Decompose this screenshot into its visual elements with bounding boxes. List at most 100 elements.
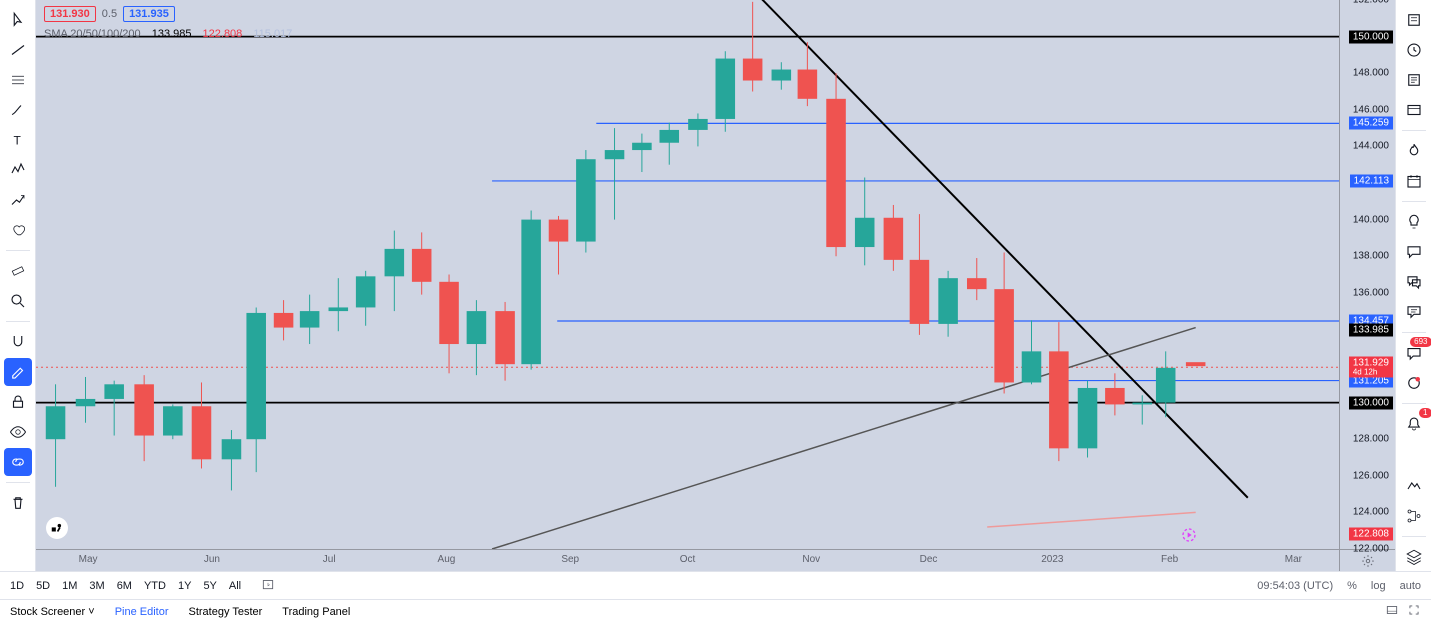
y-axis-label: 128.000 — [1353, 434, 1389, 445]
calendar-icon[interactable] — [1400, 167, 1428, 195]
toolbar-separator — [1402, 201, 1426, 202]
y-axis-label: 144.000 — [1353, 141, 1389, 152]
price-tag: 150.000 — [1349, 30, 1393, 43]
timeframe-1y[interactable]: 1Y — [178, 580, 191, 592]
svg-text:T: T — [13, 134, 21, 148]
timeframe-right: 09:54:03 (UTC) % log auto — [1257, 580, 1421, 592]
hotlist-icon[interactable] — [1400, 137, 1428, 165]
tradingview-logo — [46, 517, 68, 539]
chart-main: 131.930 0.5 131.935 SMA 20/50/100/200 13… — [36, 0, 1395, 571]
object-tree-icon[interactable] — [1400, 502, 1428, 530]
goto-date-icon[interactable] — [261, 577, 275, 594]
ask-price: 131.935 — [123, 6, 175, 22]
community-icon[interactable]: 693 — [1400, 339, 1428, 367]
y-axis-label: 124.000 — [1353, 507, 1389, 518]
streams-icon[interactable] — [1400, 298, 1428, 326]
link-tool-icon[interactable] — [4, 448, 32, 476]
chat-public-icon[interactable] — [1400, 238, 1428, 266]
timeframe-1d[interactable]: 1D — [10, 580, 24, 592]
fib-tool-icon[interactable] — [4, 66, 32, 94]
timeframe-6m[interactable]: 6M — [117, 580, 132, 592]
left-drawing-toolbar: T — [0, 0, 36, 571]
x-axis-label: Nov — [802, 554, 820, 565]
x-axis-label: Jul — [323, 554, 336, 565]
watchlist-icon[interactable] — [1400, 6, 1428, 34]
y-axis-label: 140.000 — [1353, 214, 1389, 225]
bottom-tab-stock-screener[interactable]: Stock Screener ˅ — [10, 606, 95, 618]
sma-value-1: 133.985 — [152, 28, 192, 40]
indicators-pane-icon[interactable] — [1400, 472, 1428, 500]
timeframe-all[interactable]: All — [229, 580, 241, 592]
y-axis-label: 136.000 — [1353, 287, 1389, 298]
x-axis-label: Feb — [1161, 554, 1178, 565]
y-axis-label: 146.000 — [1353, 104, 1389, 115]
toolbar-separator — [1402, 403, 1426, 404]
alerts-icon[interactable] — [1400, 36, 1428, 64]
timeframe-5y[interactable]: 5Y — [203, 580, 216, 592]
y-axis-label: 148.000 — [1353, 68, 1389, 79]
x-axis-label: May — [79, 554, 98, 565]
price-tag: 142.113 — [1350, 174, 1393, 187]
y-axis-label: 138.000 — [1353, 251, 1389, 262]
sma-indicator-label: SMA 20/50/100/200 133.985 122.808 115.01… — [44, 28, 300, 40]
timeframe-ytd[interactable]: YTD — [144, 580, 166, 592]
bottom-tab-strategy-tester[interactable]: Strategy Tester — [189, 606, 263, 618]
sma-title: SMA 20/50/100/200 — [44, 28, 141, 40]
data-window-icon[interactable] — [1400, 96, 1428, 124]
maximize-panel-icon[interactable] — [1407, 603, 1421, 620]
x-axis-label: Sep — [561, 554, 579, 565]
magnet-tool-icon[interactable] — [4, 328, 32, 356]
toolbar-separator — [1402, 130, 1426, 131]
notifications-dot-icon[interactable] — [1400, 369, 1428, 397]
auto-toggle[interactable]: auto — [1400, 580, 1421, 592]
sma-value-3: 115.017 — [253, 28, 292, 40]
favorite-tool-icon[interactable] — [4, 216, 32, 244]
percent-toggle[interactable]: % — [1347, 580, 1357, 592]
hide-tool-icon[interactable] — [4, 418, 32, 446]
right-side-toolbar: 693 1 — [1395, 0, 1431, 571]
toolbar-separator — [6, 321, 30, 322]
bottom-panel: Stock Screener ˅ Pine Editor Strategy Test… — [0, 599, 1431, 623]
lock-tool-icon[interactable] — [4, 388, 32, 416]
x-axis-label: Mar — [1285, 554, 1302, 565]
pattern-tool-icon[interactable] — [4, 156, 32, 184]
y-axis-label: 122.000 — [1353, 544, 1389, 555]
time-axis[interactable]: MayJunJulAugSepOctNovDec2023FebMar — [36, 549, 1339, 571]
timeframe-bar: 1D 5D 1M 3M 6M YTD 1Y 5Y All 09:54:03 (UTC) % lo… — [0, 571, 1431, 599]
price-tag: 145.259 — [1349, 117, 1393, 130]
community-badge: 693 — [1410, 337, 1431, 347]
spread: 0.5 — [102, 8, 117, 20]
layers-icon[interactable] — [1400, 543, 1428, 571]
price-tag: 130.000 — [1349, 396, 1393, 409]
timeframe-3m[interactable]: 3M — [89, 580, 104, 592]
chart-area[interactable]: 131.930 0.5 131.935 SMA 20/50/100/200 13… — [36, 0, 1339, 549]
replay-marker-icon[interactable] — [1181, 527, 1197, 543]
text-tool-icon[interactable]: T — [4, 126, 32, 154]
x-axis-label: Dec — [920, 554, 938, 565]
log-toggle[interactable]: log — [1371, 580, 1386, 592]
bottom-tab-trading-panel[interactable]: Trading Panel — [282, 606, 350, 618]
clock: 09:54:03 (UTC) — [1257, 580, 1333, 592]
trendline-tool-icon[interactable] — [4, 36, 32, 64]
trash-tool-icon[interactable] — [4, 489, 32, 517]
drawing-mode-icon[interactable] — [4, 358, 32, 386]
price-info: 131.930 0.5 131.935 — [44, 6, 175, 22]
brush-tool-icon[interactable] — [4, 96, 32, 124]
price-axis[interactable]: 152.000150.000148.000146.000144.000142.0… — [1339, 0, 1395, 549]
forecast-tool-icon[interactable] — [4, 186, 32, 214]
price-tag: 133.985 — [1349, 323, 1393, 336]
timeframe-1m[interactable]: 1M — [62, 580, 77, 592]
ideas-icon[interactable] — [1400, 208, 1428, 236]
timeframe-5d[interactable]: 5D — [36, 580, 50, 592]
toolbar-separator — [1402, 332, 1426, 333]
cursor-tool-icon[interactable] — [4, 6, 32, 34]
chat-private-icon[interactable] — [1400, 268, 1428, 296]
x-axis-label: 2023 — [1041, 554, 1063, 565]
news-icon[interactable] — [1400, 66, 1428, 94]
ruler-tool-icon[interactable] — [4, 257, 32, 285]
bottom-tab-pine-editor[interactable]: Pine Editor — [115, 606, 169, 618]
collapse-panel-icon[interactable] — [1385, 603, 1399, 620]
bottom-tabs: Stock Screener ˅ Pine Editor Strategy Test… — [10, 606, 350, 618]
notifications-bell-icon[interactable]: 1 — [1400, 410, 1428, 438]
zoom-tool-icon[interactable] — [4, 287, 32, 315]
